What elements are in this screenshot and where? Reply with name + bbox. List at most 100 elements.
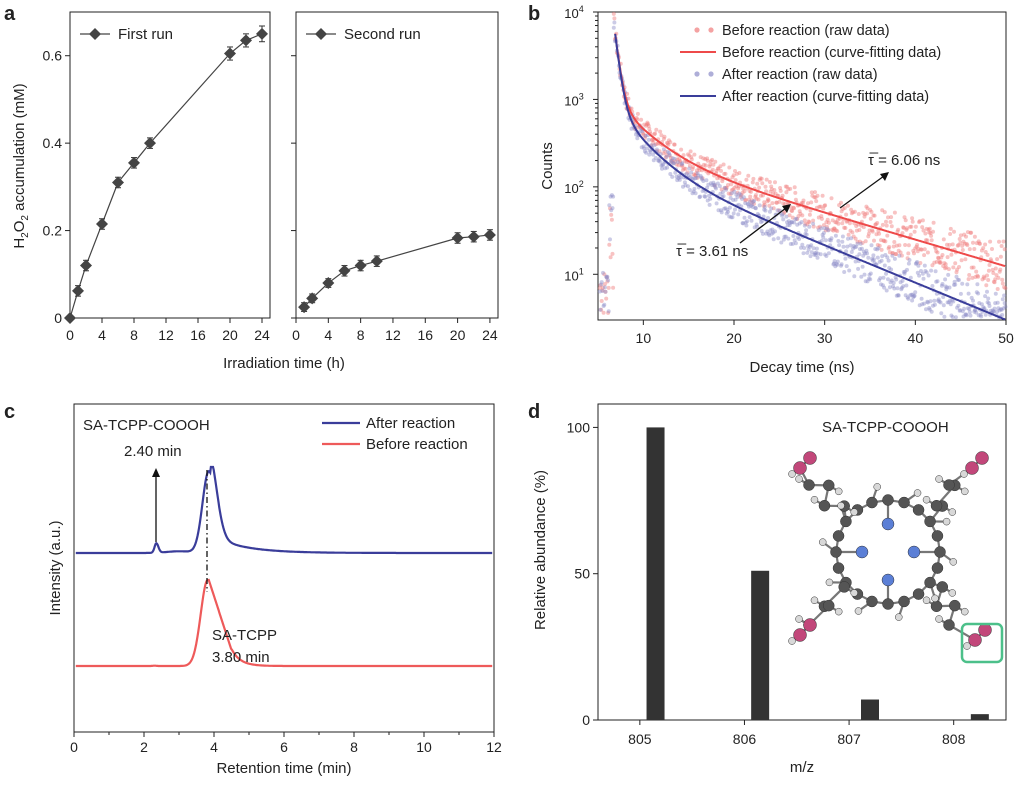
raw-point-before [979,248,984,253]
raw-point-after [609,208,614,213]
raw-point-after [803,231,808,236]
raw-point-after [877,278,882,283]
data-point [80,259,92,272]
raw-point-after [698,194,703,199]
raw-point-before [894,252,899,256]
raw-point-before [919,247,924,252]
raw-point-after [722,206,727,211]
highlight-box [960,622,1004,664]
raw-point-after [780,213,784,218]
raw-point-after [958,308,963,313]
raw-point-after [902,271,907,276]
raw-point-after [672,156,677,161]
raw-point-before [848,228,853,233]
raw-point-after [700,177,704,182]
raw-point-before [686,152,690,157]
y-tick-label: 102 [564,179,583,196]
raw-point-before [915,243,920,247]
raw-point-after [818,252,823,257]
raw-point-after [861,253,866,258]
raw-point-after [731,211,736,216]
raw-point-after [952,279,957,284]
raw-point-before [831,228,836,233]
raw-point-after [951,299,956,304]
raw-point-after [1002,293,1007,298]
y-tick-label: 101 [564,266,583,283]
molecule-atom [832,562,845,574]
raw-point-before [856,212,861,216]
raw-point-after [736,202,741,207]
raw-point-after [792,238,797,243]
raw-point-before [608,206,612,211]
raw-point-before [816,225,821,230]
raw-point-after [824,254,829,258]
raw-point-after [693,176,697,181]
raw-point-after [680,161,685,166]
raw-point-after [889,278,894,283]
raw-point-before [751,176,756,181]
data-point [144,137,156,150]
raw-point-before [736,186,741,191]
raw-point-after [953,315,958,320]
raw-point-after [889,267,894,272]
raw-point-after [907,258,912,262]
raw-point-after [672,161,677,165]
raw-point-after [698,174,703,178]
molecule-atom [832,530,845,542]
bar [861,699,879,720]
raw-point-after [695,171,700,176]
raw-point-after [924,307,928,312]
raw-point-after [922,263,927,268]
raw-point-after [801,251,806,256]
raw-point-before [796,214,801,219]
raw-point-before [811,218,816,223]
raw-point-before [784,190,789,195]
raw-point-before [941,237,946,242]
raw-point-after [881,275,886,280]
raw-point-before [961,239,966,244]
raw-point-before [893,252,898,257]
molecule-atom [943,479,955,491]
raw-point-after [745,201,750,206]
panel-label-a: a [4,3,16,25]
raw-point-after [995,300,1000,305]
raw-point-after [807,224,812,229]
raw-point-after [793,217,798,222]
raw-point-after [932,302,937,307]
raw-point-after [602,285,607,290]
raw-point-after [897,253,902,258]
raw-point-after [683,183,688,188]
raw-point-before [863,212,868,217]
raw-point-before [917,220,922,225]
bar [751,570,770,720]
raw-point-before [981,274,986,279]
raw-point-before [882,210,887,215]
raw-point-after [990,308,995,313]
raw-point-after [942,314,947,319]
raw-point-before [772,188,777,192]
raw-point-before [599,307,604,312]
raw-point-before [913,224,918,229]
raw-point-before [678,159,683,164]
raw-point-before [788,186,793,191]
raw-point-before [807,212,812,217]
raw-point-after [738,193,743,198]
raw-point-before [651,141,656,146]
molecule-atom [912,588,925,600]
raw-point-after [985,300,990,305]
raw-point-after [845,244,850,249]
raw-point-before [753,193,758,198]
raw-point-after [993,291,998,296]
raw-point-before [811,224,816,229]
raw-point-before [705,158,710,163]
data-point [370,255,383,268]
raw-point-after [946,300,951,305]
raw-point-after [925,300,930,305]
raw-point-before [965,243,970,248]
raw-point-after [769,231,774,236]
raw-point-before [995,287,1000,291]
raw-point-after [635,136,640,141]
raw-point-before [777,199,782,204]
raw-point-before [830,218,835,223]
raw-point-before [662,134,667,139]
